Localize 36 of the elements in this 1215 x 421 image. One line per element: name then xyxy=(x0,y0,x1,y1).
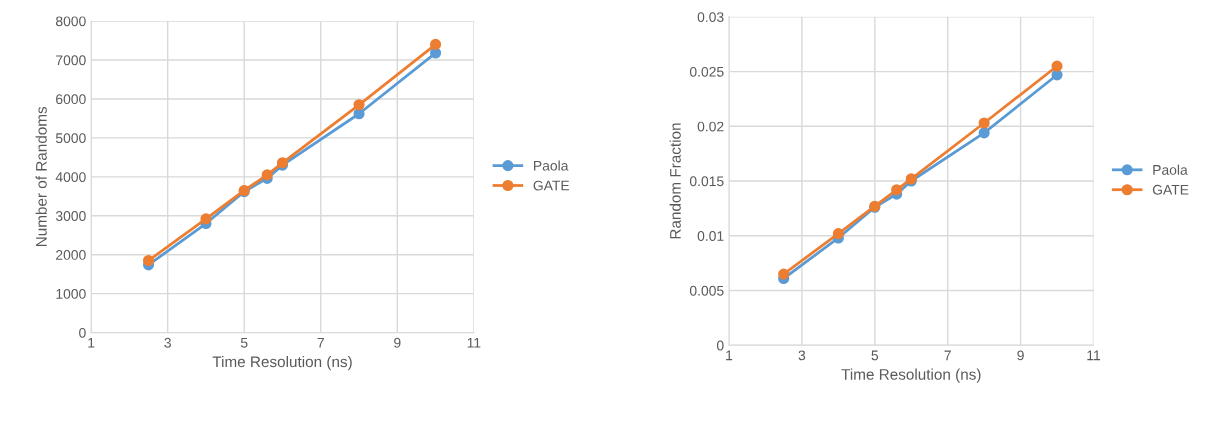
x-tick-label: 5 xyxy=(871,350,879,361)
y-axis-title: Random Fraction xyxy=(669,123,681,239)
legend-label: Paola xyxy=(534,160,569,171)
y-tick-label: 5000 xyxy=(55,133,86,144)
y-tick-label: 3000 xyxy=(55,211,86,221)
legend-label: GATE xyxy=(533,180,570,191)
y-tick-label: 0 xyxy=(716,340,724,351)
y-tick-label: 2000 xyxy=(56,250,86,260)
y-tick-label: 1000 xyxy=(56,288,86,299)
x-axis-title: Time Resolution (ns) xyxy=(212,355,352,371)
y-tick-label: 0.03 xyxy=(697,12,724,23)
y-tick-label: 0.01 xyxy=(697,231,724,241)
x-axis-title: Time Resolution (ns) xyxy=(841,368,981,383)
y-tick-label: 0.015 xyxy=(689,176,724,187)
y-tick-label: 0.005 xyxy=(689,285,724,296)
x-tick-label: 9 xyxy=(394,337,401,348)
x-tick-label: 1 xyxy=(88,337,95,348)
y-tick-label: 4000 xyxy=(55,172,86,182)
y-tick-label: 0.02 xyxy=(697,121,724,132)
y-tick-label: 8000 xyxy=(55,16,86,27)
y-tick-label: 7000 xyxy=(56,55,86,66)
y-tick-label: 0.025 xyxy=(689,66,724,77)
x-tick-label: 11 xyxy=(1087,350,1101,361)
x-tick-label: 3 xyxy=(798,350,806,361)
legend-label: Paola xyxy=(1153,164,1188,175)
y-tick-label: 6000 xyxy=(56,94,86,105)
y-tick-label: 0 xyxy=(79,327,86,338)
x-tick-label: 7 xyxy=(317,337,324,348)
x-tick-label: 7 xyxy=(944,350,951,361)
legend-label: GATE xyxy=(1152,184,1189,195)
x-tick-label: 5 xyxy=(240,337,248,348)
x-tick-label: 1 xyxy=(726,350,733,361)
y-axis-title: Number of Randoms xyxy=(35,106,47,247)
x-tick-label: 9 xyxy=(1017,350,1024,361)
x-tick-label: 11 xyxy=(467,337,481,348)
x-tick-label: 3 xyxy=(164,337,171,348)
